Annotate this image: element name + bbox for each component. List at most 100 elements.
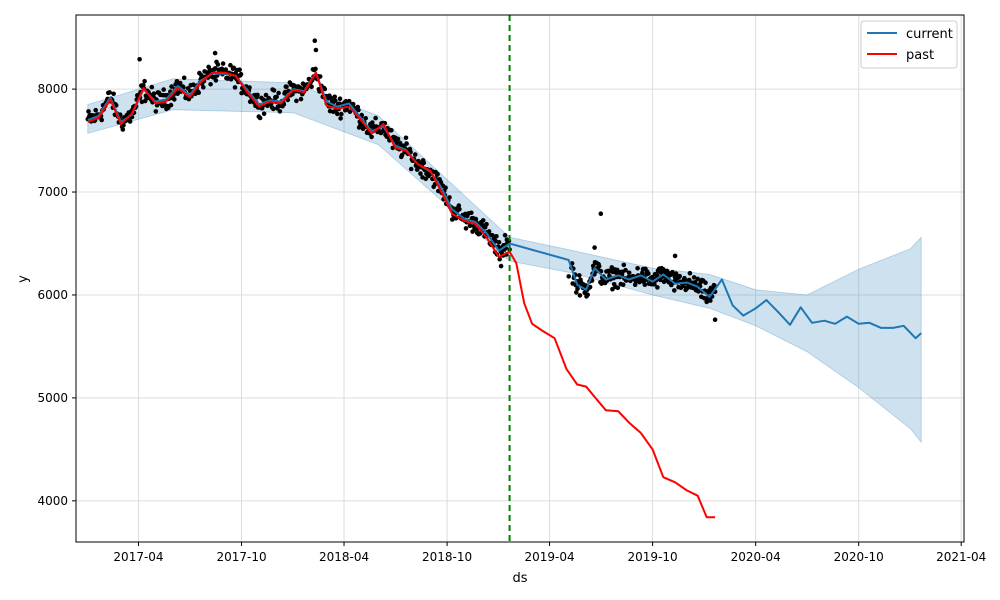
x-tick-label: 2021-04	[936, 550, 986, 564]
observation-point	[168, 102, 174, 108]
observation-point	[672, 288, 677, 293]
observation-point	[498, 263, 504, 269]
observation-point	[281, 102, 287, 107]
legend: current past	[860, 20, 958, 69]
observation-point	[497, 256, 503, 262]
observation-point	[708, 298, 713, 303]
observation-point	[587, 284, 593, 290]
observation-point	[232, 85, 238, 90]
observation-point	[395, 136, 401, 142]
observation-point	[640, 270, 645, 275]
x-tick-label: 2018-04	[319, 550, 369, 564]
observation-point	[646, 271, 651, 276]
y-tick-label: 4000	[37, 494, 68, 508]
observation-point	[322, 86, 328, 92]
observation-point	[404, 141, 409, 146]
observation-point	[480, 218, 486, 223]
observation-point	[685, 285, 690, 290]
observation-point	[333, 98, 338, 103]
observation-point	[332, 94, 338, 100]
observation-point	[177, 80, 183, 86]
observation-point	[107, 90, 112, 95]
legend-label-current: current	[906, 27, 953, 42]
observation-point	[421, 160, 427, 166]
observation-point	[496, 240, 502, 245]
observation-point	[172, 97, 177, 102]
observation-point	[312, 38, 318, 43]
x-tick-label: 2020-10	[834, 550, 884, 564]
x-tick-label: 2018-10	[422, 550, 472, 564]
observation-point	[655, 285, 660, 290]
observation-point	[457, 206, 462, 212]
observation-point	[435, 171, 440, 177]
observation-point	[373, 115, 378, 121]
uncertainty-band	[87, 78, 922, 444]
x-axis-label: ds	[512, 571, 527, 586]
observation-point	[215, 62, 221, 67]
observation-point	[473, 216, 479, 222]
observation-point	[418, 171, 423, 176]
observation-point	[347, 109, 353, 114]
observation-point	[703, 280, 708, 286]
observation-point	[271, 88, 277, 93]
y-tick-label: 6000	[37, 288, 68, 302]
observation-point	[191, 82, 196, 87]
observation-point	[626, 270, 632, 276]
observation-point	[263, 92, 269, 98]
observation-point	[337, 96, 343, 101]
observation-point	[201, 85, 206, 90]
observation-point	[456, 203, 462, 208]
observation-point	[271, 106, 276, 112]
observation-point	[399, 152, 405, 158]
observation-point	[208, 82, 213, 87]
observation-point	[670, 269, 675, 275]
observation-point	[574, 290, 579, 295]
observation-point	[247, 85, 252, 90]
observation-point	[313, 47, 319, 53]
observation-point	[577, 293, 583, 298]
observation-point	[621, 262, 627, 268]
series-line-current	[87, 71, 922, 340]
observation-point	[467, 223, 473, 228]
observation-point	[620, 282, 626, 288]
observation-point	[585, 292, 590, 298]
observation-point	[403, 135, 409, 141]
observation-point	[642, 282, 648, 288]
observation-point	[142, 78, 147, 84]
observation-point	[484, 221, 489, 227]
x-tick-label: 2017-04	[113, 550, 163, 564]
observation-point	[274, 94, 279, 100]
observation-point	[255, 92, 260, 98]
observation-point	[672, 253, 678, 259]
observation-point	[350, 101, 356, 107]
y-tick-label: 8000	[37, 82, 68, 96]
observation-point	[309, 84, 314, 90]
x-tick-label: 2020-04	[731, 550, 781, 564]
observation-point	[658, 277, 663, 283]
series-lines	[87, 71, 922, 519]
observation-point	[298, 96, 304, 102]
observation-point	[284, 84, 289, 90]
observation-point	[137, 57, 142, 62]
observation-point	[338, 116, 343, 121]
observation-point	[677, 273, 682, 279]
observation-point	[228, 62, 233, 68]
observation-point	[652, 282, 657, 287]
observation-point	[149, 84, 155, 90]
observation-point	[596, 263, 602, 269]
observation-point	[356, 107, 361, 113]
observation-point	[486, 229, 492, 234]
y-axis-ticks: 4000 5000 6000 7000 8000	[37, 82, 76, 508]
observation-point	[691, 275, 697, 280]
observation-point	[237, 67, 242, 72]
y-axis-label: y	[16, 275, 31, 283]
observation-point	[592, 245, 597, 250]
observation-point	[151, 91, 157, 96]
legend-label-past: past	[906, 48, 934, 63]
observation-point	[276, 90, 281, 96]
observation-point	[111, 91, 116, 97]
observation-point	[86, 109, 91, 114]
observation-point	[370, 120, 375, 125]
observation-point	[294, 98, 299, 104]
